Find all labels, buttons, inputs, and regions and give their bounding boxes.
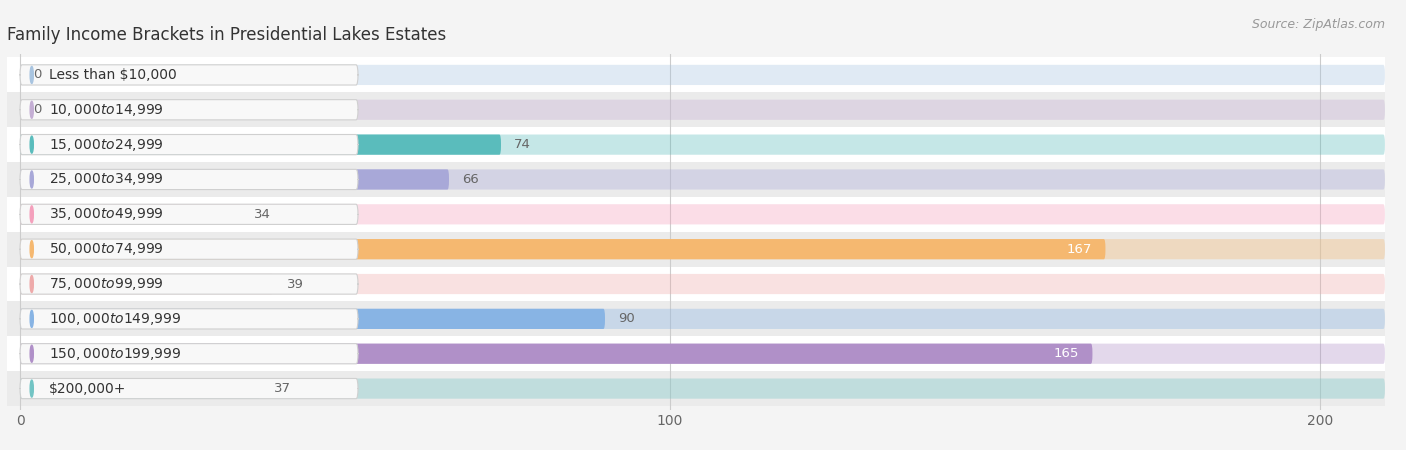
Circle shape: [30, 67, 34, 83]
Text: 0: 0: [32, 103, 41, 116]
Text: $100,000 to $149,999: $100,000 to $149,999: [49, 311, 181, 327]
Text: 34: 34: [254, 208, 271, 221]
Text: 74: 74: [515, 138, 531, 151]
Text: 66: 66: [463, 173, 478, 186]
FancyBboxPatch shape: [20, 135, 359, 155]
FancyBboxPatch shape: [20, 344, 1092, 364]
Text: $35,000 to $49,999: $35,000 to $49,999: [49, 206, 165, 222]
Bar: [7, 162, 1385, 197]
FancyBboxPatch shape: [20, 65, 1385, 85]
Bar: [7, 371, 1385, 406]
Circle shape: [30, 171, 34, 188]
Text: 165: 165: [1054, 347, 1080, 360]
Text: 39: 39: [287, 278, 304, 291]
Bar: [7, 197, 1385, 232]
Text: 90: 90: [619, 312, 634, 325]
FancyBboxPatch shape: [20, 204, 1385, 225]
Circle shape: [30, 310, 34, 327]
FancyBboxPatch shape: [20, 274, 1385, 294]
Circle shape: [30, 275, 34, 292]
Text: 0: 0: [32, 68, 41, 81]
FancyBboxPatch shape: [20, 274, 359, 294]
FancyBboxPatch shape: [20, 169, 1385, 189]
Bar: [7, 336, 1385, 371]
Text: Less than $10,000: Less than $10,000: [49, 68, 177, 82]
Text: Source: ZipAtlas.com: Source: ZipAtlas.com: [1251, 18, 1385, 31]
FancyBboxPatch shape: [20, 378, 260, 399]
FancyBboxPatch shape: [20, 309, 359, 329]
FancyBboxPatch shape: [20, 309, 1385, 329]
FancyBboxPatch shape: [20, 169, 359, 189]
Bar: [7, 58, 1385, 92]
FancyBboxPatch shape: [20, 378, 359, 399]
FancyBboxPatch shape: [20, 135, 1385, 155]
Text: $15,000 to $24,999: $15,000 to $24,999: [49, 137, 165, 153]
Text: 37: 37: [274, 382, 291, 395]
FancyBboxPatch shape: [20, 378, 1385, 399]
Text: $150,000 to $199,999: $150,000 to $199,999: [49, 346, 181, 362]
Circle shape: [30, 136, 34, 153]
Bar: [7, 266, 1385, 302]
Text: 167: 167: [1067, 243, 1092, 256]
FancyBboxPatch shape: [20, 239, 359, 259]
FancyBboxPatch shape: [20, 204, 240, 225]
Text: Family Income Brackets in Presidential Lakes Estates: Family Income Brackets in Presidential L…: [7, 26, 446, 44]
Bar: [7, 302, 1385, 336]
FancyBboxPatch shape: [20, 239, 1105, 259]
FancyBboxPatch shape: [20, 274, 274, 294]
Bar: [7, 92, 1385, 127]
FancyBboxPatch shape: [20, 135, 501, 155]
FancyBboxPatch shape: [20, 344, 1385, 364]
FancyBboxPatch shape: [20, 309, 605, 329]
FancyBboxPatch shape: [20, 239, 1385, 259]
FancyBboxPatch shape: [20, 169, 449, 189]
FancyBboxPatch shape: [20, 204, 359, 225]
FancyBboxPatch shape: [20, 99, 1385, 120]
Bar: [7, 232, 1385, 266]
FancyBboxPatch shape: [20, 65, 359, 85]
FancyBboxPatch shape: [20, 99, 359, 120]
Text: $25,000 to $34,999: $25,000 to $34,999: [49, 171, 165, 188]
Text: $200,000+: $200,000+: [49, 382, 127, 396]
Text: $50,000 to $74,999: $50,000 to $74,999: [49, 241, 165, 257]
Circle shape: [30, 380, 34, 397]
Circle shape: [30, 101, 34, 118]
Text: $75,000 to $99,999: $75,000 to $99,999: [49, 276, 165, 292]
Circle shape: [30, 241, 34, 258]
Circle shape: [30, 345, 34, 362]
FancyBboxPatch shape: [20, 344, 359, 364]
Circle shape: [30, 206, 34, 223]
Text: $10,000 to $14,999: $10,000 to $14,999: [49, 102, 165, 118]
Bar: [7, 127, 1385, 162]
